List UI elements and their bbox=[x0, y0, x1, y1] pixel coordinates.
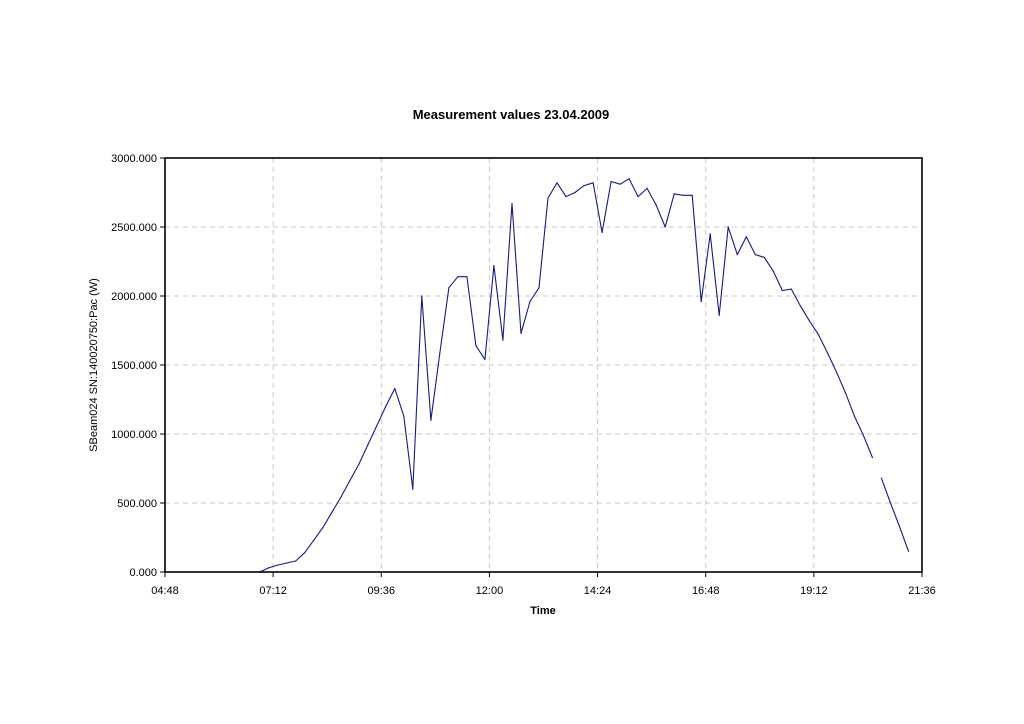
y-tick-label: 2500.000 bbox=[111, 222, 157, 234]
data-point bbox=[484, 358, 486, 361]
data-point bbox=[493, 265, 495, 267]
y-tick-label: 1500.000 bbox=[111, 360, 157, 372]
data-point bbox=[367, 444, 369, 446]
y-tick-label: 2000.000 bbox=[111, 291, 157, 303]
data-point bbox=[322, 527, 324, 529]
data-point bbox=[502, 339, 504, 341]
y-tick-labels: 0.000 500.000 1000.000 1500.000 2000.000 2500… bbox=[111, 153, 157, 579]
data-point bbox=[277, 564, 279, 566]
data-point bbox=[304, 552, 306, 554]
data-point bbox=[520, 332, 522, 334]
y-tick-label: 0.000 bbox=[129, 567, 157, 579]
data-point bbox=[799, 305, 801, 307]
data-point bbox=[835, 371, 838, 373]
data-point bbox=[358, 463, 360, 465]
data-point bbox=[646, 187, 648, 189]
data-point bbox=[727, 226, 729, 228]
data-point bbox=[349, 480, 351, 482]
data-point bbox=[592, 182, 594, 184]
data-point bbox=[547, 197, 549, 199]
grid bbox=[160, 157, 923, 577]
data-point bbox=[394, 387, 396, 390]
data-point bbox=[871, 456, 874, 459]
data-point bbox=[448, 287, 450, 289]
data-point bbox=[619, 183, 621, 185]
data-point bbox=[862, 434, 865, 436]
data-point bbox=[601, 231, 603, 234]
data-point bbox=[385, 405, 387, 407]
data-point bbox=[736, 254, 738, 256]
data-point bbox=[772, 270, 774, 272]
data-point bbox=[718, 314, 720, 316]
data-point bbox=[466, 276, 468, 278]
plot-frame bbox=[164, 157, 923, 573]
series-line-0 bbox=[259, 178, 873, 573]
data-point bbox=[826, 352, 829, 354]
data-point bbox=[412, 488, 414, 490]
data-point bbox=[610, 180, 612, 183]
data-point bbox=[376, 425, 378, 427]
x-tick-label: 19:12 bbox=[800, 585, 828, 597]
data-point bbox=[340, 496, 342, 499]
data-point bbox=[880, 477, 883, 479]
data-point bbox=[700, 300, 702, 303]
data-point bbox=[556, 182, 558, 184]
x-tick-label: 09:36 bbox=[368, 585, 396, 597]
data-point bbox=[907, 550, 910, 552]
x-tick-label: 14:24 bbox=[584, 585, 612, 597]
data-point bbox=[475, 345, 477, 347]
data-point bbox=[331, 512, 333, 514]
data-point bbox=[781, 289, 783, 292]
data-point bbox=[286, 562, 288, 564]
data-point bbox=[439, 352, 441, 354]
data-point bbox=[295, 560, 297, 562]
data-point bbox=[529, 300, 531, 303]
data-point bbox=[403, 415, 405, 417]
y-tick-label: 1000.000 bbox=[111, 429, 157, 441]
data-point bbox=[853, 415, 856, 417]
data-point bbox=[691, 194, 693, 196]
data-point bbox=[709, 233, 711, 235]
x-tick-label: 21:36 bbox=[908, 585, 936, 597]
data-point bbox=[313, 539, 315, 541]
data-point bbox=[511, 202, 513, 205]
data-point bbox=[889, 502, 892, 504]
data-point bbox=[655, 204, 657, 206]
data-point bbox=[673, 193, 675, 195]
data-point bbox=[682, 194, 684, 196]
x-tick-labels: 04:48 07:12 09:36 12:00 14:24 16:48 19:12 21:36 bbox=[151, 585, 936, 597]
y-tick-label: 3000.000 bbox=[111, 153, 157, 165]
x-tick-label: 16:48 bbox=[692, 585, 720, 597]
data-point bbox=[457, 276, 459, 278]
data-point bbox=[637, 196, 639, 198]
data-point bbox=[790, 288, 792, 290]
x-axis-label: Time bbox=[530, 605, 555, 617]
x-tick-label: 07:12 bbox=[259, 585, 287, 597]
data-point bbox=[763, 256, 765, 258]
data-point bbox=[421, 295, 423, 297]
data-point bbox=[745, 236, 747, 238]
data-point bbox=[808, 320, 811, 322]
data-point bbox=[754, 254, 756, 256]
data-point bbox=[844, 392, 847, 394]
y-tick-label: 500.000 bbox=[117, 498, 157, 510]
data-point bbox=[430, 419, 432, 421]
data-point bbox=[268, 567, 270, 569]
data-point bbox=[664, 226, 666, 228]
data-point bbox=[565, 196, 567, 198]
data-point bbox=[628, 178, 630, 180]
series-layer bbox=[259, 178, 910, 573]
x-tick-label: 12:00 bbox=[476, 585, 504, 597]
data-point bbox=[583, 185, 585, 187]
data-point bbox=[817, 334, 820, 336]
series-line-1 bbox=[880, 478, 910, 552]
data-point bbox=[574, 191, 576, 194]
y-axis-label: SBeam024 SN:140020750:Pac (W) bbox=[88, 278, 100, 452]
x-tick-label: 04:48 bbox=[151, 585, 179, 597]
data-point bbox=[538, 287, 540, 289]
chart-title: Measurement values 23.04.2009 bbox=[413, 107, 610, 122]
data-point bbox=[898, 525, 901, 528]
